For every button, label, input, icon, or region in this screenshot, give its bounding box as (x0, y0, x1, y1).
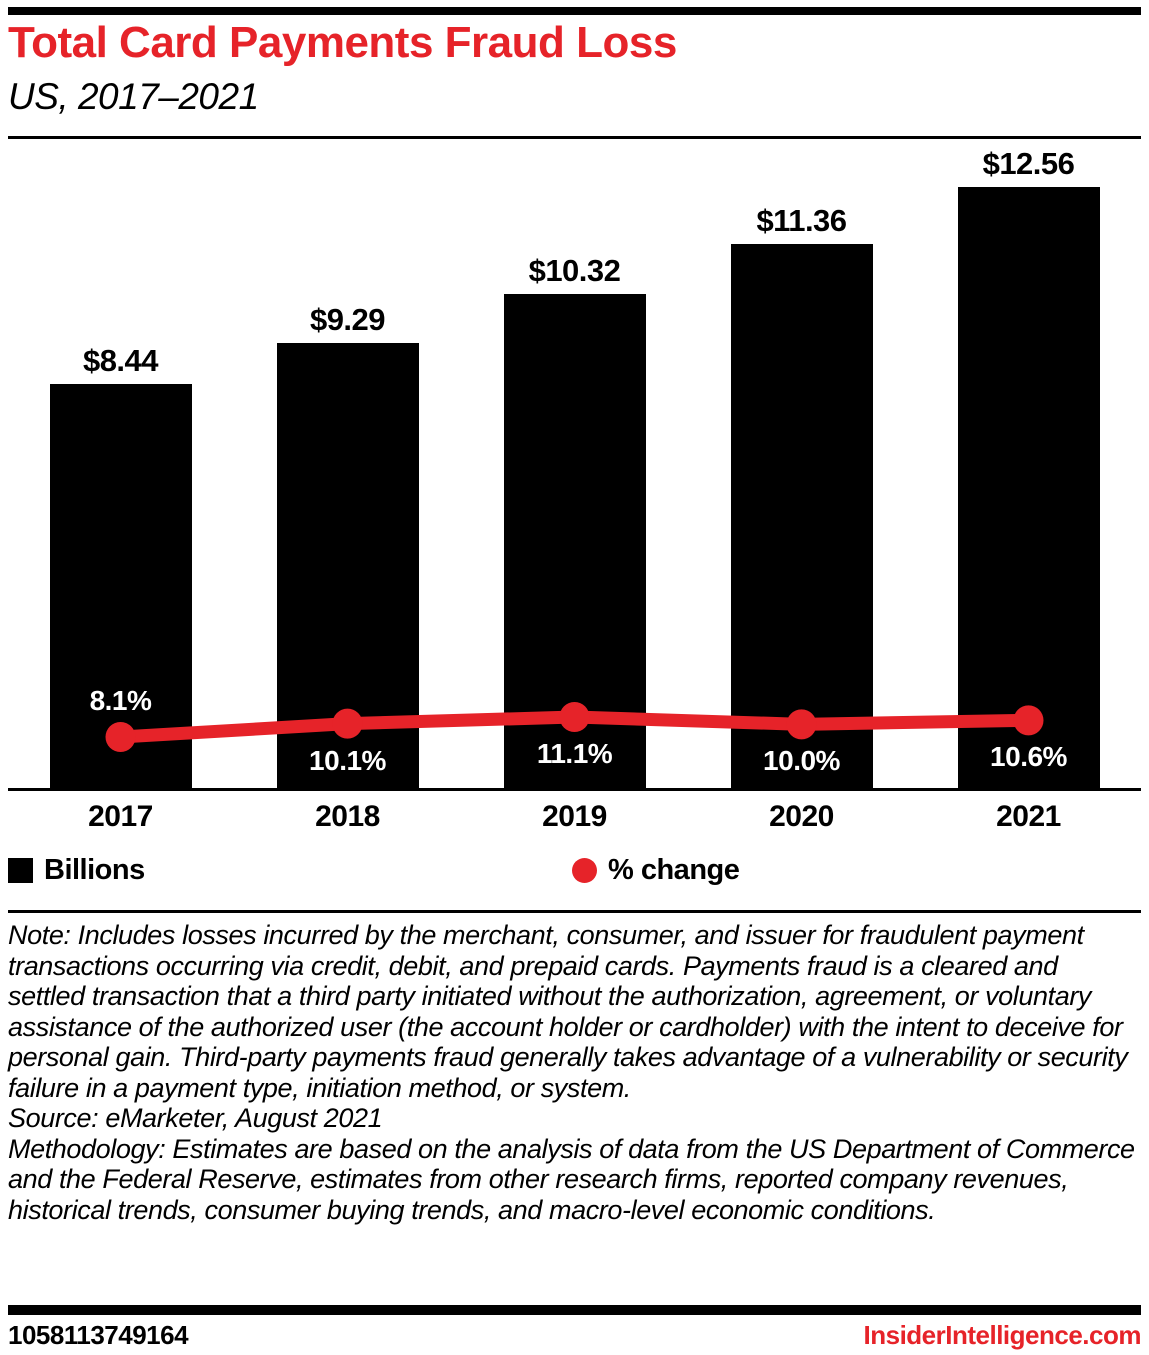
source-text: Source: eMarketer, August 2021 (8, 1103, 383, 1133)
billions-legend-label: Billions (44, 853, 145, 886)
brand-link[interactable]: InsiderIntelligence.com (863, 1320, 1142, 1350)
x-tick-label-2018: 2018 (315, 800, 380, 833)
x-tick-label-2019: 2019 (542, 800, 607, 833)
x-tick-label-2021: 2021 (996, 800, 1061, 833)
pct-change-label-2017: 8.1% (89, 685, 152, 716)
pct-change-label-2020: 10.0% (763, 745, 840, 777)
data-point-dot-2018 (332, 708, 363, 739)
billions-swatch-icon (8, 857, 33, 883)
footer-divider-bar (8, 1305, 1141, 1315)
bar-value-label-2019: $10.32 (528, 252, 621, 288)
data-point-dot-2021 (1013, 705, 1044, 736)
pct-change-line-layer (105, 701, 1044, 752)
top-accent-bar (8, 7, 1141, 15)
bar-value-label-2017: $8.44 (82, 342, 159, 378)
legend-item-billions: Billions (8, 853, 145, 887)
data-point-dot-2020 (786, 709, 817, 740)
note-text: Note: Includes losses incurred by the me… (8, 920, 1128, 1103)
x-axis-line (8, 788, 1141, 791)
legend: Billions % change (8, 853, 1141, 887)
data-point-dot-2019 (559, 701, 590, 732)
bar-value-label-2018: $9.29 (309, 302, 386, 338)
bar-2020 (730, 244, 873, 788)
chart-id: 1058113749164 (8, 1320, 189, 1350)
x-tick-label-2017: 2017 (88, 800, 153, 833)
legend-item-pct-change: % change (572, 853, 740, 887)
footnotes: Note: Includes losses incurred by the me… (8, 920, 1141, 1225)
chart-subtitle: US, 2017–2021 (8, 76, 259, 117)
footer: 1058113749164 InsiderIntelligence.com (8, 1320, 1142, 1350)
pct-change-dot-icon (572, 857, 597, 883)
methodology-text: Methodology: Estimates are based on the … (8, 1133, 1135, 1225)
bar-2017 (49, 383, 192, 788)
chart-title: Total Card Payments Fraud Loss (8, 18, 677, 67)
bar-2021 (957, 186, 1100, 788)
bar-value-label-2021: $12.56 (982, 145, 1075, 181)
note-divider (8, 910, 1141, 913)
bar-value-label-2020: $11.36 (756, 203, 847, 239)
title-divider (8, 136, 1141, 139)
pct-change-label-2021: 10.6% (990, 741, 1067, 773)
pct-change-label-2018: 10.1% (309, 744, 386, 776)
data-point-dot-2017 (105, 722, 136, 752)
x-tick-label-2020: 2020 (769, 800, 834, 833)
pct-change-legend-label: % change (608, 853, 740, 886)
pct-change-label-2019: 11.1% (536, 737, 613, 769)
chart-area: $8.44 2017 8.1% $9.29 2018 10.1% $10.32 2019 11.… (0, 146, 1149, 833)
